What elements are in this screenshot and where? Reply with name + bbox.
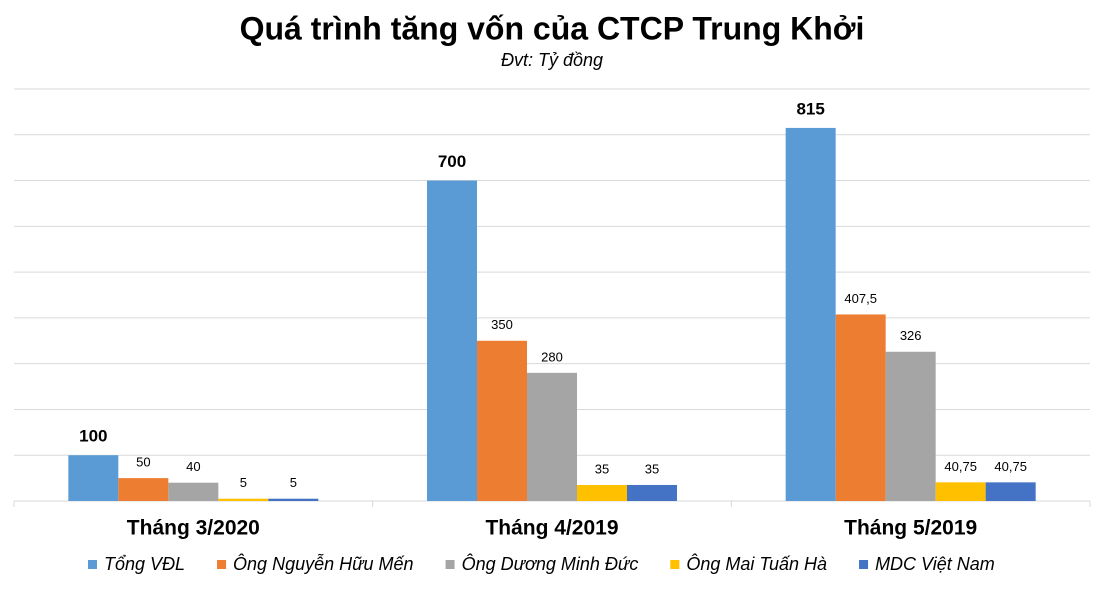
value-label: 407,5 — [844, 291, 877, 306]
legend-swatch — [88, 560, 97, 569]
x-tick-label: Tháng 4/2019 — [485, 517, 618, 540]
bar — [477, 340, 527, 501]
value-label: 50 — [136, 455, 150, 470]
bar — [218, 498, 269, 501]
legend-label: MDC Việt Nam — [875, 554, 995, 574]
value-label: 815 — [796, 99, 824, 118]
value-label: 280 — [541, 349, 563, 364]
bar — [118, 478, 169, 501]
legend-label: Ông Mai Tuấn Hà — [686, 553, 827, 574]
bar — [627, 484, 677, 501]
value-label: 5 — [240, 475, 247, 490]
value-label: 350 — [491, 317, 513, 332]
legend-label: Tổng VĐL — [104, 554, 185, 574]
bar — [268, 498, 319, 501]
value-label: 35 — [645, 461, 659, 476]
bar — [68, 455, 119, 501]
bar — [168, 482, 219, 501]
legend-swatch — [670, 560, 680, 569]
legend-swatch — [217, 560, 227, 569]
bar — [577, 484, 627, 501]
value-label: 700 — [438, 152, 466, 171]
bar — [527, 372, 577, 501]
value-label: 100 — [79, 427, 107, 446]
chart-subtitle: Đvt: Tỷ đồng — [501, 50, 603, 70]
legend-swatch — [445, 560, 455, 569]
bar — [785, 127, 836, 502]
value-label: 35 — [595, 461, 609, 476]
x-tick-label: Tháng 3/2020 — [127, 517, 260, 540]
value-label: 5 — [290, 475, 297, 490]
value-label: 40,75 — [944, 459, 977, 474]
bar — [935, 482, 986, 501]
value-label: 326 — [900, 328, 922, 343]
bar — [427, 180, 477, 502]
bar — [835, 314, 886, 501]
legend-swatch — [859, 560, 869, 569]
legend-label: Ông Nguyễn Hữu Mến — [233, 553, 414, 574]
bar — [885, 351, 936, 501]
bar — [985, 482, 1036, 501]
legend-label: Ông Dương Minh Đức — [462, 553, 639, 574]
value-label: 40,75 — [994, 459, 1027, 474]
value-label: 40 — [186, 459, 200, 474]
chart-title: Quá trình tăng vốn của CTCP Trung Khởi — [240, 10, 865, 46]
x-tick-label: Tháng 5/2019 — [844, 517, 977, 540]
